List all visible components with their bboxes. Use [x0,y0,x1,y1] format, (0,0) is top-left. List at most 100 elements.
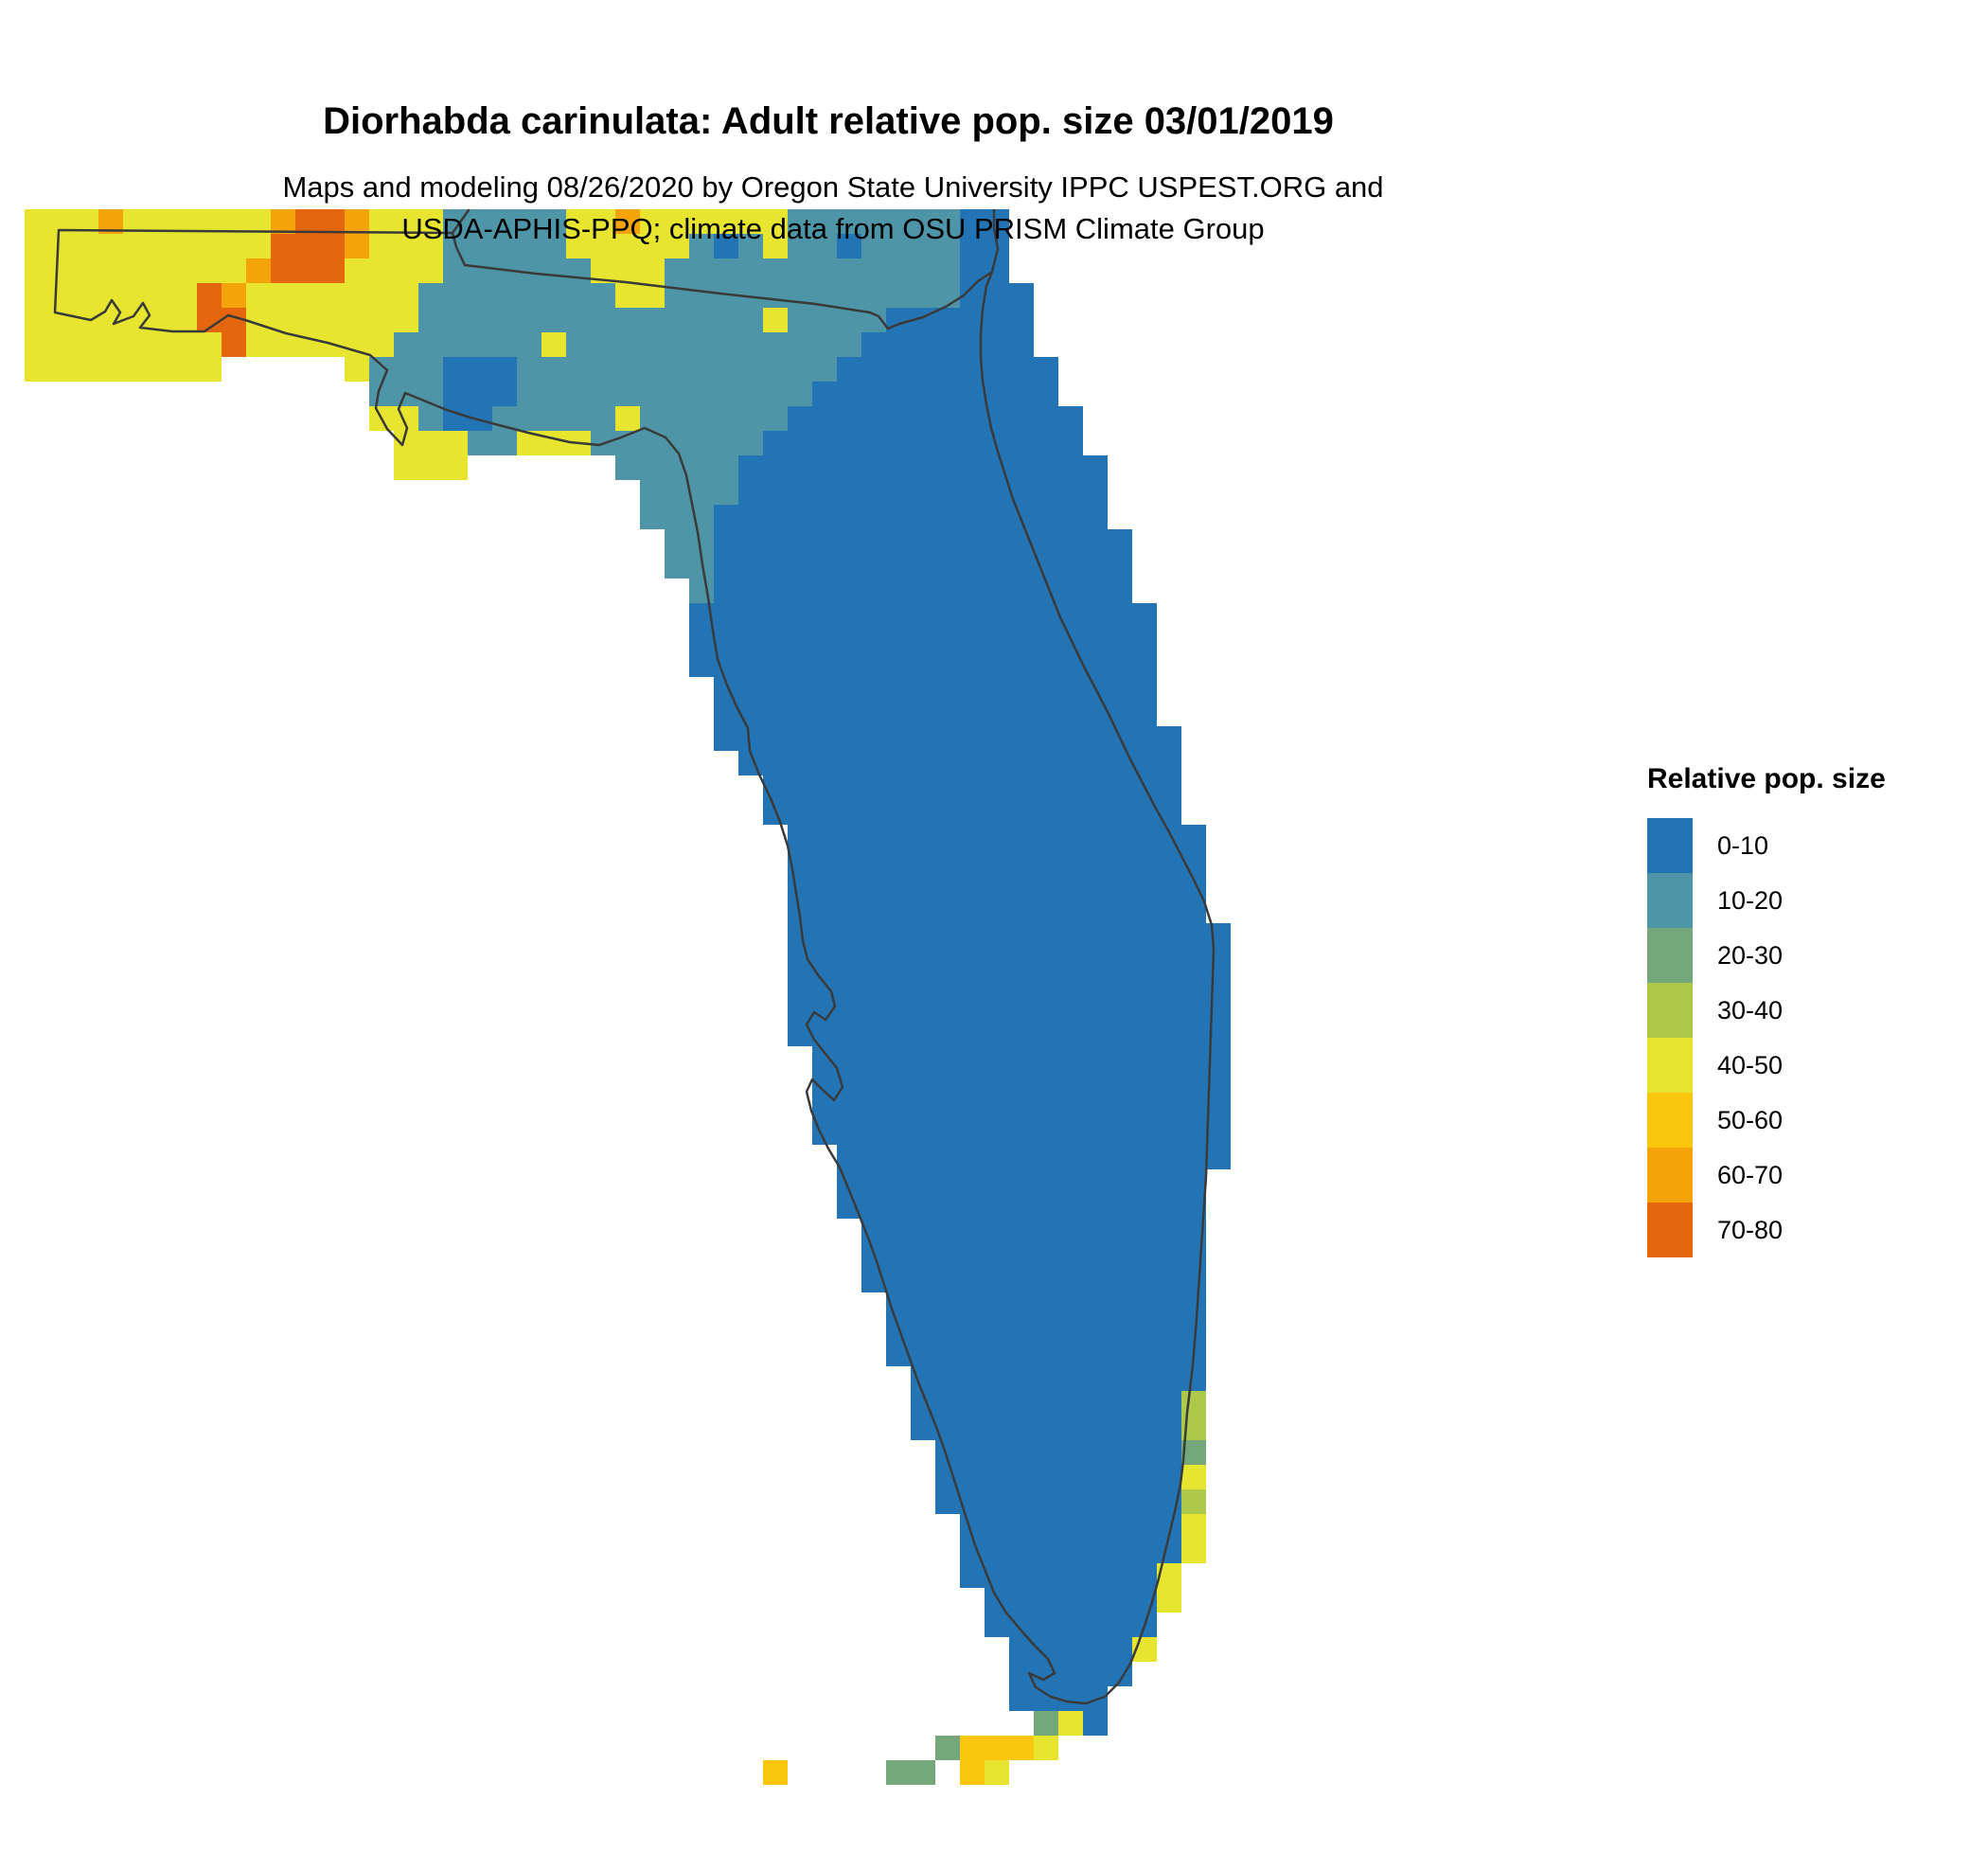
raster-cell-run [689,579,714,603]
raster-cell-run [246,283,418,308]
raster-cell-run [246,308,418,332]
raster-cell-run [345,209,369,234]
raster-cell-run [615,406,640,431]
legend-title: Relative pop. size [1647,763,1886,794]
raster-cell-run [960,1539,1181,1563]
raster-cell-run [492,406,615,431]
raster-cell-run [369,357,443,382]
raster-cell-run [788,923,1231,948]
raster-cell-run [1181,1489,1206,1514]
legend-label: 40-50 [1717,1050,1784,1079]
raster-cell-run [25,234,271,258]
raster-cell-run [640,406,788,431]
raster-cell-run [935,1489,1181,1514]
raster-cell-run [222,283,246,308]
raster-cell-run [1157,1588,1181,1613]
raster-cell-run [345,357,369,382]
raster-cell-run [935,1440,1181,1465]
raster-cell-run [566,234,689,258]
raster-cell-run [1009,1662,1132,1686]
raster-cell-run [886,1317,1206,1342]
raster-cell-run [812,1046,1231,1071]
raster-cell-run [714,234,738,258]
legend-swatch [1647,1093,1693,1148]
raster-cell-run [1181,1465,1206,1489]
raster-cell-run [689,234,714,258]
raster-cell-run [985,1588,1157,1613]
subtitle-line-2: USDA-APHIS-PPQ; climate data from OSU PR… [401,212,1265,245]
raster-cell-run [960,1514,1181,1539]
raster-cell-run [295,209,345,234]
raster-cell-run [517,382,812,406]
legend-items: 0-10 10-20 20-30 30-40 40-50 50-60 60-70 70-80 [1647,818,1886,1257]
raster-cell-run [960,1563,1157,1588]
raster-cell-run [1034,1736,1058,1760]
raster-cell-run [443,382,517,406]
legend-label: 50-60 [1717,1105,1784,1134]
legend-swatch [1647,873,1693,928]
raster-cell-run [714,505,1108,529]
raster-cell-run [418,308,763,332]
raster-cell-run [861,234,960,258]
raster-cell-run [960,1736,1034,1760]
raster-cell-run [394,455,468,480]
raster-cell-run [246,332,394,357]
raster-cell-run [911,1416,1181,1440]
raster-cell-run [640,209,788,234]
raster-cell-run [738,455,1108,480]
raster-cell-run [861,1219,1206,1243]
raster-cell-run [1181,1539,1206,1563]
raster-cell-run [911,1391,1181,1416]
raster-cell-run [788,1022,1231,1046]
legend-item: 30-40 [1647,983,1886,1038]
raster-cell-run [960,258,1009,283]
raster-cell-run [541,332,566,357]
raster-cell-run [788,874,1206,899]
raster-cell-run [812,1096,1231,1120]
raster-cell-run [837,1169,1206,1194]
raster-cell-run [935,1736,960,1760]
raster-cell-run [788,849,1206,874]
raster-cell-run [345,258,443,283]
raster-cell-run [886,1760,935,1785]
raster-cell-run [812,1120,1231,1145]
raster-cell-run [1058,1711,1083,1736]
raster-cell-run [443,234,566,258]
raster-cell-run [788,972,1231,997]
raster-cell-run [788,406,1083,431]
raster-cell-run [788,234,837,258]
raster-cell-run [271,258,345,283]
legend-item: 40-50 [1647,1038,1886,1093]
raster-cell-run [788,997,1231,1022]
raster-cell-run [788,899,1206,923]
raster-cell-run [960,1760,985,1785]
raster-cell-run [1083,1711,1108,1736]
raster-cell-run [443,357,517,382]
raster-cell-run [861,332,1034,357]
raster-cell-run [738,480,1108,505]
raster-cell-run [788,948,1231,972]
subtitle-line-1: Maps and modeling 08/26/2020 by Oregon S… [282,170,1384,204]
legend-label: 70-80 [1717,1215,1784,1244]
raster-cell-run [788,308,886,332]
raster-cell-run [665,258,960,283]
legend-item: 50-60 [1647,1093,1886,1148]
legend-swatch [1647,1038,1693,1093]
raster-cell-run [812,382,1058,406]
legend-item: 70-80 [1647,1203,1886,1257]
raster-cell-run [763,234,788,258]
legend: Relative pop. size 0-10 10-20 20-30 30-40 40… [1647,763,1886,1257]
raster-cell-run [1034,1711,1058,1736]
raster-cells-layer [25,209,1231,1785]
raster-cell-run [788,825,1206,849]
raster-cell-run [1009,1637,1132,1662]
raster-cell-run [935,1465,1181,1489]
raster-cell-run [837,1145,1231,1169]
legend-label: 20-30 [1717,940,1784,970]
raster-cell-run [271,234,345,258]
legend-swatch [1647,1203,1693,1257]
raster-cell-run [861,1268,1206,1292]
state-boundary-outline [53,208,1216,1705]
